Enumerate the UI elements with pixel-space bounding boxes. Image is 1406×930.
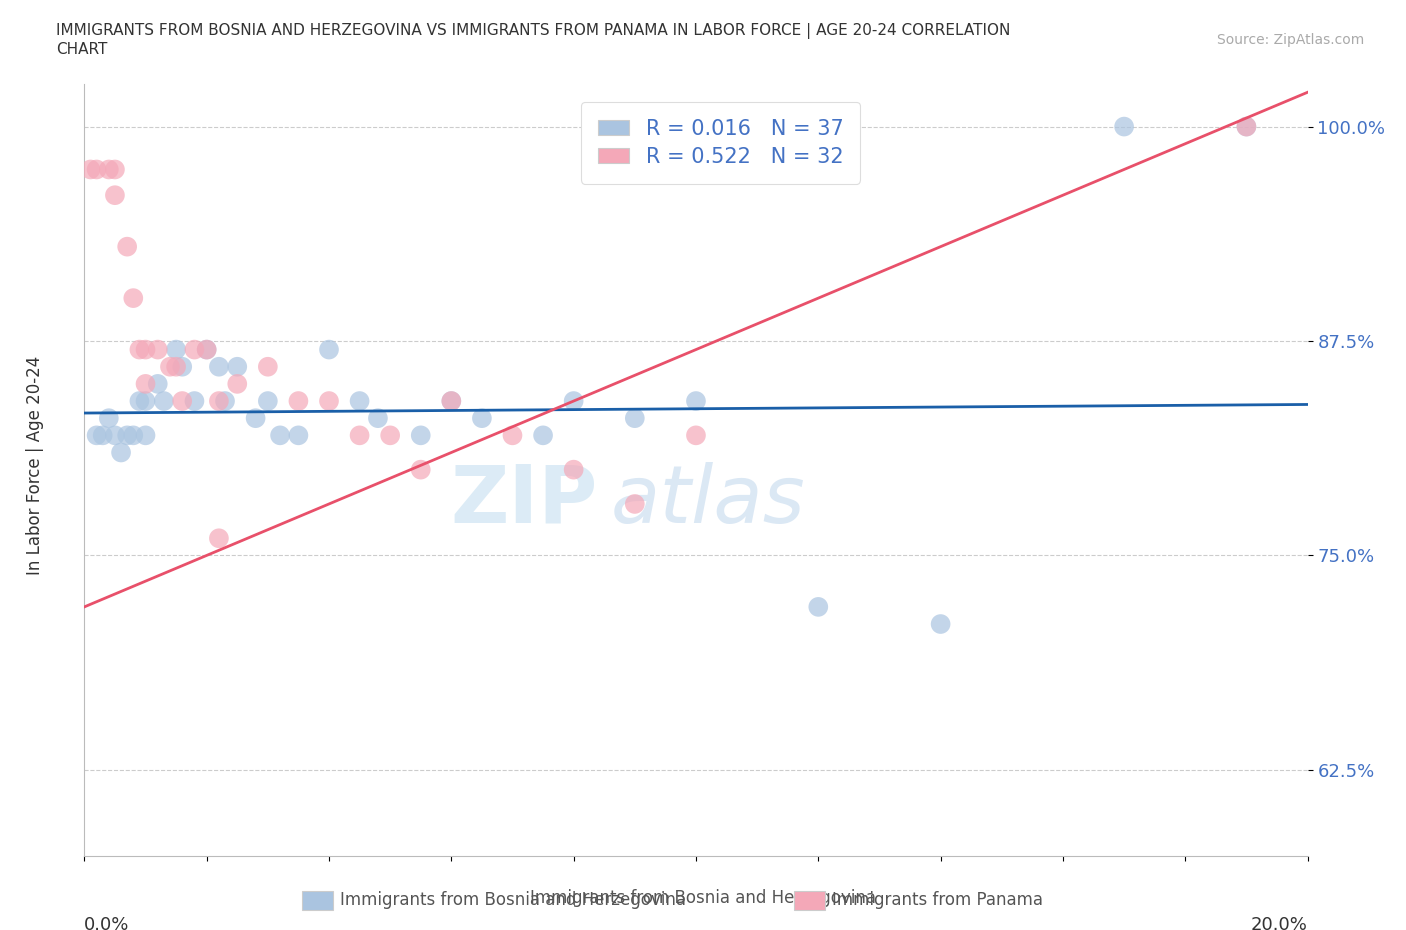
Point — [195, 342, 218, 357]
Point — [146, 377, 169, 392]
Point — [172, 359, 194, 374]
Text: CHART: CHART — [56, 42, 108, 57]
Point — [146, 342, 169, 357]
Point — [318, 342, 340, 357]
Point — [471, 411, 494, 426]
Point — [153, 393, 176, 408]
Point — [183, 342, 205, 357]
Point — [159, 359, 181, 374]
Point — [624, 497, 647, 512]
Text: ZIP: ZIP — [451, 461, 598, 539]
Point — [135, 377, 157, 392]
Point — [349, 428, 371, 443]
Point — [1236, 119, 1258, 134]
Point — [257, 359, 280, 374]
Point — [1114, 119, 1136, 134]
Point — [685, 428, 707, 443]
Point — [214, 393, 236, 408]
Point — [115, 239, 138, 254]
Point — [226, 359, 249, 374]
Point — [502, 428, 524, 443]
Point — [440, 393, 463, 408]
Point — [165, 342, 187, 357]
Text: Immigrants from Bosnia and Herzegovina: Immigrants from Bosnia and Herzegovina — [530, 889, 876, 907]
Text: atlas: atlas — [610, 461, 806, 539]
Point — [409, 462, 432, 477]
Point — [440, 393, 463, 408]
Point — [409, 428, 432, 443]
Point — [79, 162, 101, 177]
Point — [115, 428, 138, 443]
Point — [135, 428, 157, 443]
Point — [91, 428, 114, 443]
Text: 20.0%: 20.0% — [1251, 916, 1308, 930]
Point — [245, 411, 267, 426]
Point — [318, 393, 340, 408]
Point — [562, 462, 585, 477]
Point — [287, 428, 309, 443]
Point — [685, 393, 707, 408]
Point — [624, 411, 647, 426]
Text: Source: ZipAtlas.com: Source: ZipAtlas.com — [1216, 33, 1364, 46]
Point — [183, 393, 205, 408]
Point — [135, 393, 157, 408]
Text: Immigrants from Bosnia and Herzegovina: Immigrants from Bosnia and Herzegovina — [340, 891, 686, 910]
Text: Immigrants from Panama: Immigrants from Panama — [832, 891, 1043, 910]
Point — [257, 393, 280, 408]
Point — [135, 342, 157, 357]
Point — [104, 188, 127, 203]
Point — [208, 531, 231, 546]
Point — [195, 342, 218, 357]
Point — [226, 377, 249, 392]
Text: IMMIGRANTS FROM BOSNIA AND HERZEGOVINA VS IMMIGRANTS FROM PANAMA IN LABOR FORCE : IMMIGRANTS FROM BOSNIA AND HERZEGOVINA V… — [56, 23, 1011, 39]
Point — [1236, 119, 1258, 134]
Legend: R = 0.016   N = 37, R = 0.522   N = 32: R = 0.016 N = 37, R = 0.522 N = 32 — [581, 102, 860, 183]
Point — [104, 428, 127, 443]
Point — [269, 428, 291, 443]
Point — [110, 445, 132, 460]
Text: 0.0%: 0.0% — [84, 916, 129, 930]
Point — [122, 428, 145, 443]
Point — [172, 393, 194, 408]
Point — [97, 411, 120, 426]
Point — [349, 393, 371, 408]
Point — [654, 119, 676, 134]
Point — [128, 393, 150, 408]
Point — [562, 393, 585, 408]
Point — [287, 393, 309, 408]
Point — [208, 359, 231, 374]
Point — [104, 162, 127, 177]
Point — [86, 428, 108, 443]
Point — [86, 162, 108, 177]
Text: In Labor Force | Age 20-24: In Labor Force | Age 20-24 — [27, 355, 44, 575]
Point — [208, 393, 231, 408]
Point — [531, 428, 554, 443]
Point — [97, 162, 120, 177]
Point — [929, 617, 952, 631]
Point — [165, 359, 187, 374]
Point — [807, 600, 830, 615]
Point — [367, 411, 389, 426]
Point — [128, 342, 150, 357]
Point — [380, 428, 402, 443]
Point — [122, 291, 145, 306]
